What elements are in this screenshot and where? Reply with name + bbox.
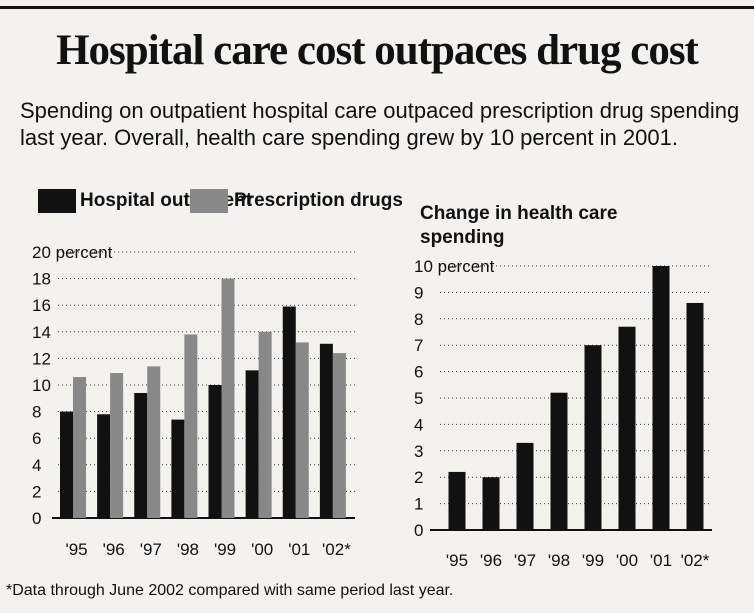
bar-prescription-drugs (110, 373, 124, 518)
bar-prescription-drugs (184, 334, 198, 518)
chart-subtitle: Spending on outpatient hospital care out… (20, 98, 740, 150)
chart-title: Hospital care cost outpaces drug cost (56, 27, 699, 74)
left-x-tick-label: '97 (140, 540, 162, 559)
bar-health-care-change (448, 471, 466, 530)
right-y-tick-label: 8 (414, 310, 423, 329)
bar-health-care-change (482, 477, 500, 530)
bar-hospital-outpatient (171, 419, 185, 518)
left-x-tick-label: '98 (177, 540, 199, 559)
right-y-tick-label: 6 (414, 363, 423, 382)
legend-label-prescription-drugs: Prescription drugs (234, 190, 403, 211)
right-x-tick-label: '96 (480, 551, 502, 570)
bar-prescription-drugs (295, 342, 309, 518)
right-x-tick-label: '02* (681, 551, 710, 570)
right-x-tick-label: '95 (446, 551, 468, 570)
bar-hospital-outpatient (208, 385, 222, 518)
bar-health-care-change (686, 302, 704, 530)
left-x-tick-label: '95 (65, 540, 87, 559)
right-y-tick-label: 10 percent (414, 257, 495, 276)
left-y-tick-label: 4 (32, 456, 41, 475)
left-x-tick-label: '96 (103, 540, 125, 559)
bar-prescription-drugs (258, 331, 272, 518)
right-y-tick-label: 7 (414, 336, 423, 355)
bar-hospital-outpatient (97, 414, 111, 518)
left-y-tick-label: 12 (32, 349, 51, 368)
bar-prescription-drugs (147, 366, 161, 518)
right-x-tick-label: '99 (582, 551, 604, 570)
bar-hospital-outpatient (245, 370, 259, 518)
bar-hospital-outpatient (282, 306, 296, 518)
left-y-tick-label: 2 (32, 482, 41, 501)
bar-hospital-outpatient (134, 392, 148, 518)
left-y-tick-label: 14 (32, 323, 51, 342)
right-chart-title: Change in health care spending (420, 203, 618, 248)
left-y-tick-label: 18 (32, 270, 51, 289)
left-y-tick-label: 0 (32, 509, 41, 528)
right-x-tick-label: '01 (650, 551, 672, 570)
top-rule (0, 6, 754, 9)
bar-prescription-drugs (73, 377, 86, 518)
legend-swatch-hospital-outpatient (38, 189, 76, 213)
bar-health-care-change (584, 345, 602, 530)
legend-swatch-prescription-drugs (190, 189, 228, 213)
right-y-tick-label: 2 (414, 468, 423, 487)
left-y-tick-label: 16 (32, 296, 51, 315)
footnote: *Data through June 2002 compared with sa… (6, 582, 454, 599)
left-y-tick-label: 8 (32, 403, 41, 422)
bar-hospital-outpatient (319, 343, 333, 518)
right-y-tick-label: 4 (414, 415, 423, 434)
bar-health-care-change (550, 392, 568, 530)
right-x-tick-label: '97 (514, 551, 536, 570)
bar-hospital-outpatient (60, 411, 73, 518)
right-x-tick-label: '00 (616, 551, 638, 570)
left-y-tick-label: 20 percent (32, 243, 113, 262)
left-x-tick-label: '01 (288, 540, 310, 559)
left-x-tick-label: '99 (214, 540, 236, 559)
bar-prescription-drugs (221, 278, 235, 518)
bar-health-care-change (652, 266, 670, 530)
left-y-tick-label: 10 (32, 376, 51, 395)
bar-prescription-drugs (332, 353, 346, 518)
right-y-tick-label: 3 (414, 442, 423, 461)
left-y-tick-label: 6 (32, 429, 41, 448)
right-x-tick-label: '98 (548, 551, 570, 570)
bar-health-care-change (516, 442, 534, 530)
left-x-tick-label: '00 (251, 540, 273, 559)
right-y-tick-label: 1 (414, 495, 423, 514)
bar-health-care-change (618, 326, 636, 530)
left-x-tick-label: '02* (322, 540, 351, 559)
right-y-tick-label: 5 (414, 389, 423, 408)
right-y-tick-label: 9 (414, 283, 423, 302)
right-y-tick-label: 0 (414, 521, 423, 540)
